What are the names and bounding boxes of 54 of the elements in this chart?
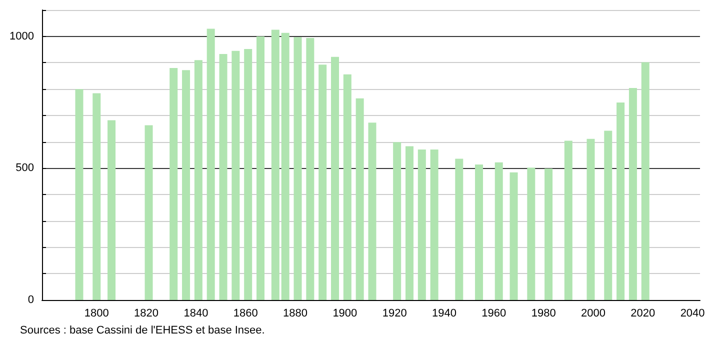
bar [306, 38, 314, 300]
bar [206, 28, 215, 300]
bar [194, 60, 202, 300]
bar [244, 49, 252, 300]
bar [75, 89, 84, 300]
x-tick-label: 1820 [134, 308, 159, 320]
x-tick-label: 2020 [630, 308, 656, 320]
bar [170, 68, 178, 300]
bar [294, 37, 302, 300]
x-tick-label: 2040 [680, 308, 705, 320]
bar [475, 164, 484, 300]
bar [368, 122, 376, 300]
bar [430, 149, 438, 300]
x-tick-label: 2000 [580, 308, 606, 320]
y-tick-label: 0 [28, 294, 34, 306]
x-tick-label: 1920 [382, 308, 407, 320]
bar [92, 93, 101, 300]
bar [356, 98, 364, 300]
bar [510, 172, 518, 300]
bar [455, 158, 464, 300]
bar [219, 54, 228, 300]
bar [527, 168, 536, 300]
bar [616, 102, 625, 300]
bar [330, 56, 339, 300]
x-tick-label: 1880 [283, 308, 308, 320]
source-note: Sources : base Cassini de l'EHESS et base Insee. [20, 324, 265, 336]
bar [544, 168, 553, 300]
bar [393, 142, 402, 300]
bar [641, 62, 650, 300]
bar [232, 50, 240, 300]
x-tick-label: 1900 [332, 308, 358, 320]
x-tick-label: 1800 [84, 308, 109, 320]
bar [271, 30, 280, 300]
bar [343, 74, 352, 300]
bar [586, 138, 595, 300]
x-tick-label: 1860 [233, 308, 258, 320]
y-tick-label: 500 [16, 162, 34, 174]
x-tick-label: 1840 [184, 308, 208, 320]
bar [564, 140, 572, 300]
bar [318, 64, 327, 300]
bar [405, 146, 414, 300]
bar [182, 70, 190, 300]
bar [281, 32, 290, 300]
x-tick-label: 1940 [432, 308, 456, 320]
bar [628, 88, 637, 300]
y-tick-label: 1000 [10, 30, 34, 42]
bar [418, 149, 426, 300]
bar [108, 120, 116, 300]
x-tick-label: 1980 [531, 308, 556, 320]
bar [604, 130, 612, 300]
bar [144, 125, 153, 300]
x-tick-label: 1960 [482, 308, 506, 320]
bar [494, 162, 503, 300]
bar [256, 36, 265, 300]
